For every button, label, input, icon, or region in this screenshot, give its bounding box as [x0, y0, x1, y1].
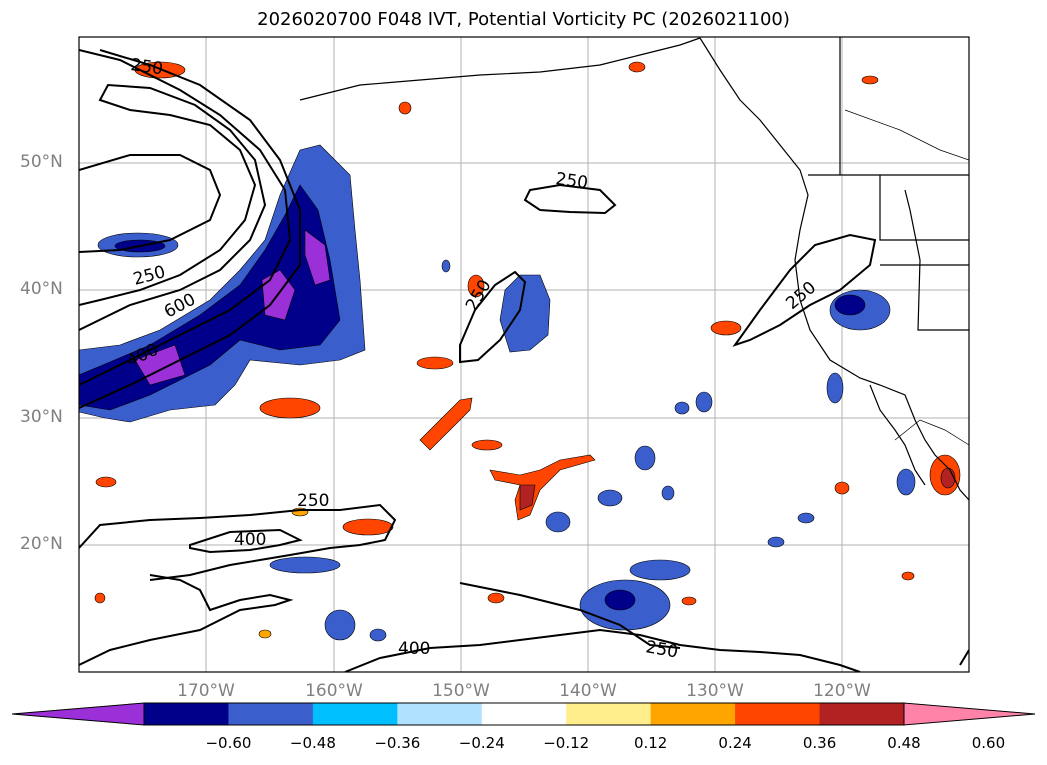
colorbar-segment: [228, 703, 314, 725]
contour-label: 250: [554, 169, 589, 193]
colorbar-segment: [650, 703, 736, 725]
pv-region-southeast: [629, 559, 691, 581]
colorbar-segment: [566, 703, 652, 725]
positive-pv-regions: [94, 61, 961, 639]
colorbar-tick-label: −0.48: [289, 734, 336, 752]
pv-region-west-purple-b: [304, 229, 331, 286]
pv-region-southwest: [269, 556, 341, 574]
map: 250 250 600 400 250 250 250 250 400 400 …: [78, 36, 970, 673]
lon-label: 130°W: [686, 681, 744, 701]
coastlines: [299, 37, 969, 501]
map-frame: [78, 36, 970, 673]
colorbar-segment: [397, 703, 483, 725]
colorbar-segment: [481, 703, 567, 725]
lat-label: 50°N: [20, 152, 63, 172]
colorbar-segment: [735, 703, 821, 725]
colorbar-tick-label: 0.24: [718, 734, 752, 752]
negative-pv-regions: [79, 144, 916, 642]
colorbar-tick-label: 0.60: [971, 734, 1006, 752]
colorbar-tick-label: −0.60: [205, 734, 252, 752]
lon-label: 170°W: [177, 681, 235, 701]
page-title: 2026020700 F048 IVT, Potential Vorticity…: [257, 9, 790, 30]
contour-label: 250: [297, 491, 329, 511]
lat-label: 20°N: [20, 534, 63, 554]
contour-label: 250: [129, 55, 164, 79]
colorbar-tick-label: −0.24: [458, 734, 505, 752]
contour-label: 400: [234, 530, 266, 550]
colorbar-tick-label: 0.36: [802, 734, 837, 752]
colorbar-segment: [819, 703, 905, 725]
lon-label: 150°W: [432, 681, 490, 701]
colorbar-tick-label: 0.48: [887, 734, 921, 752]
colorbar-tick-label: −0.12: [543, 734, 590, 752]
colorbar-extend-max: [903, 702, 1036, 726]
lon-label: 160°W: [305, 681, 363, 701]
lat-label: 30°N: [20, 407, 63, 427]
contour-labels: 250 250 600 400 250 250 250 250 400 400 …: [124, 55, 820, 662]
colorbar-extend-min: [11, 702, 145, 726]
lat-label: 40°N: [20, 279, 63, 299]
ivt-contours: [79, 49, 969, 672]
colorbar: [11, 702, 1036, 726]
pv-region-west-blob: [259, 397, 321, 419]
colorbar-segment: [312, 703, 398, 725]
borders: [844, 109, 969, 446]
pv-region-south-central-streak: [489, 454, 596, 521]
colorbar-tick-label: −0.36: [374, 734, 421, 752]
colorbar-tick-label: 0.12: [633, 734, 668, 752]
contour-label: 400: [398, 639, 430, 659]
colorbar-segment: [144, 703, 229, 725]
pv-region-central-streak: [419, 397, 473, 451]
lon-label: 120°W: [813, 681, 871, 701]
pv-region-central: [499, 274, 551, 353]
lon-label: 140°W: [559, 681, 617, 701]
